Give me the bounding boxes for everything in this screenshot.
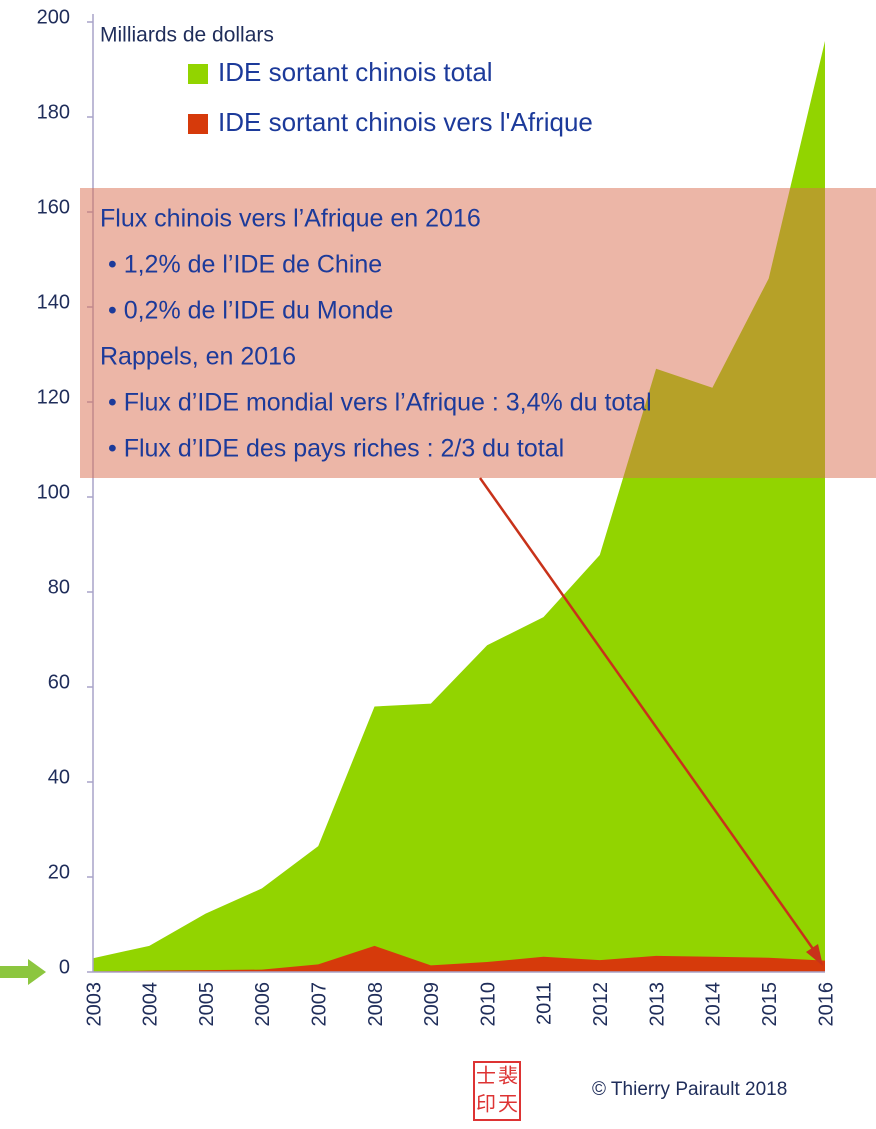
y-tick-label: 80 [48,576,70,598]
y-tick-label: 140 [37,291,70,313]
x-tick-label: 2005 [196,982,218,1027]
annotation-text: Flux chinois vers l’Afrique en 2016 [100,205,481,233]
legend-label: IDE sortant chinois total [218,57,493,87]
x-tick-label: 2013 [646,982,668,1027]
annotation-text: • 0,2% de l’IDE du Monde [108,297,393,325]
seal-char: 裴 [498,1064,518,1087]
seal-char: 士 [476,1064,496,1087]
x-tick-label: 2014 [703,982,725,1027]
x-tick-label: 2007 [309,982,331,1027]
area [93,945,825,972]
annotation-box [80,188,876,478]
annotation-text: • 1,2% de l’IDE de Chine [108,251,382,279]
y-tick-label: 40 [48,766,70,788]
x-tick-label: 2012 [590,982,612,1027]
y-tick-label: 180 [37,101,70,123]
y-tick-label: 60 [48,671,70,693]
seal-char: 天 [498,1093,518,1115]
annotation-text: • Flux d’IDE des pays riches : 2/3 du to… [108,435,564,463]
seal [473,1061,521,1121]
arrow-head [806,944,823,966]
y-tick-label: 200 [37,6,70,28]
legend-swatch [188,114,208,134]
x-tick-label: 2004 [140,982,162,1027]
x-tick-label: 2010 [477,982,499,1027]
y-tick-label: 100 [37,481,70,503]
annotation-text: Rappels, en 2016 [100,343,296,371]
arrow-line [478,477,820,957]
x-tick-label: 2016 [815,982,837,1027]
y-tick-label: 0 [59,956,70,978]
y-tick-label: 20 [48,861,70,883]
seal-char: 印 [476,1092,496,1115]
area [93,41,825,972]
legend-swatch [188,64,208,84]
annotation-text: • Flux d’IDE mondial vers l’Afrique : 3,… [108,389,652,417]
copyright: © Thierry Pairault 2018 [592,1079,787,1100]
zero-arrow [0,959,46,985]
x-tick-label: 2006 [252,982,274,1027]
x-tick-label: 2003 [83,982,105,1027]
legend-label: IDE sortant chinois vers l'Afrique [218,107,593,137]
x-tick-label: 2008 [365,982,387,1027]
y-tick-label: 160 [37,196,70,218]
x-tick-label: 2011 [534,982,556,1025]
x-tick-label: 2015 [759,982,781,1027]
x-tick-label: 2009 [421,982,443,1027]
y-tick-label: 120 [37,386,70,408]
y-axis-label: Milliards de dollars [100,24,274,47]
